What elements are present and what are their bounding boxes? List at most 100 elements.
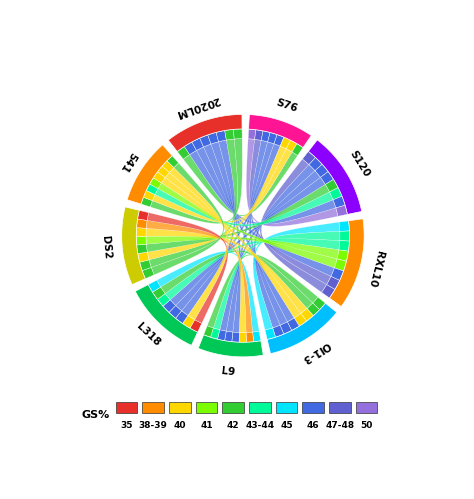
Polygon shape [142,267,154,279]
Polygon shape [313,297,326,310]
Polygon shape [211,142,241,332]
Polygon shape [167,156,179,168]
Polygon shape [286,140,297,152]
Polygon shape [253,331,261,342]
Bar [222,402,244,413]
Polygon shape [163,300,176,312]
Text: L318: L318 [134,321,162,348]
Polygon shape [309,158,322,171]
Polygon shape [153,172,165,183]
Polygon shape [192,138,204,151]
Polygon shape [337,250,348,261]
Polygon shape [268,133,277,144]
Text: 41: 41 [200,421,213,430]
Polygon shape [204,326,213,337]
Polygon shape [208,132,219,144]
Polygon shape [331,268,344,280]
Polygon shape [146,221,253,332]
Text: 2020LM: 2020LM [174,94,221,119]
Polygon shape [232,332,239,342]
Polygon shape [301,308,313,321]
Polygon shape [339,221,349,232]
Polygon shape [267,303,337,354]
Text: 35: 35 [120,421,133,430]
Polygon shape [216,131,227,142]
Polygon shape [165,173,246,333]
Polygon shape [150,139,242,224]
Polygon shape [165,239,340,300]
Text: 50: 50 [360,421,373,430]
Polygon shape [260,159,327,292]
Polygon shape [225,331,233,342]
Polygon shape [137,219,147,229]
Polygon shape [198,335,263,357]
Polygon shape [321,284,335,298]
Polygon shape [200,135,211,147]
Polygon shape [127,145,172,204]
Bar [329,402,351,413]
Polygon shape [213,232,340,330]
Polygon shape [329,188,342,200]
Text: 43-44: 43-44 [246,421,274,430]
Polygon shape [265,328,275,339]
Polygon shape [315,164,328,177]
Polygon shape [157,293,170,306]
Polygon shape [190,151,336,225]
Polygon shape [146,184,158,195]
Polygon shape [239,332,246,342]
Text: DS2: DS2 [100,236,112,260]
Polygon shape [141,197,153,207]
Text: L9: L9 [221,366,236,378]
Polygon shape [153,287,165,299]
Polygon shape [254,165,315,328]
Polygon shape [246,139,338,227]
Polygon shape [292,144,303,156]
Text: S120: S120 [347,148,371,179]
Text: 46: 46 [307,421,319,430]
Polygon shape [168,114,242,152]
Polygon shape [225,129,234,140]
Polygon shape [177,147,190,159]
Polygon shape [249,140,287,325]
Bar [249,402,271,413]
Text: OI1-3: OI1-3 [300,339,331,364]
Polygon shape [197,147,334,276]
Polygon shape [280,137,291,149]
Text: S76: S76 [275,98,299,114]
Polygon shape [339,241,349,251]
Polygon shape [144,191,155,201]
Polygon shape [249,139,331,284]
Polygon shape [169,168,228,320]
Polygon shape [146,185,329,252]
Polygon shape [136,236,146,245]
Polygon shape [248,129,256,139]
Polygon shape [138,252,149,262]
Polygon shape [302,151,316,165]
Polygon shape [294,313,307,326]
Text: GS%: GS% [82,410,110,420]
Polygon shape [190,320,202,332]
Polygon shape [329,219,364,306]
Polygon shape [220,171,320,331]
Polygon shape [226,142,274,332]
Bar [302,402,324,413]
Polygon shape [340,231,350,241]
Polygon shape [161,250,313,308]
Text: 38-39: 38-39 [139,421,168,430]
Polygon shape [122,207,146,284]
Polygon shape [170,177,325,305]
Bar [142,402,164,413]
Polygon shape [157,251,259,332]
Polygon shape [334,259,346,271]
Polygon shape [153,149,292,223]
Polygon shape [146,229,307,313]
Polygon shape [210,328,220,339]
Polygon shape [273,325,284,337]
Polygon shape [176,144,280,311]
Polygon shape [147,146,286,260]
Polygon shape [136,228,146,237]
Bar [356,402,377,413]
Text: 42: 42 [227,421,239,430]
Polygon shape [246,332,254,342]
Bar [196,402,218,413]
